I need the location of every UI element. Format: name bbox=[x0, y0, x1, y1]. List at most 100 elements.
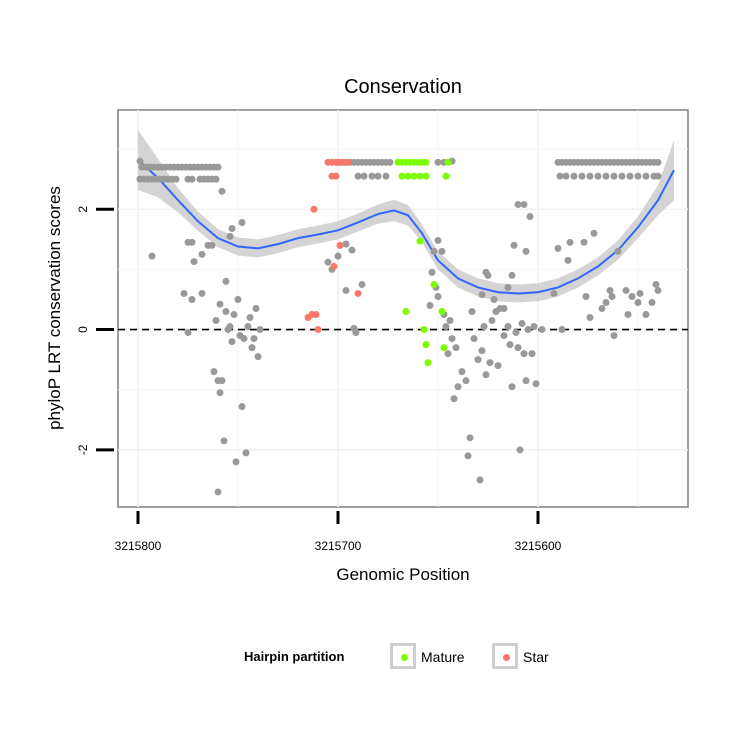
point-other bbox=[188, 238, 196, 246]
point-other bbox=[566, 238, 574, 246]
point-other bbox=[462, 377, 470, 385]
point-other bbox=[522, 377, 530, 385]
x-tick-label: 3215600 bbox=[515, 539, 562, 553]
point-mature bbox=[424, 359, 432, 367]
point-other bbox=[476, 476, 484, 484]
point-other bbox=[508, 271, 516, 279]
point-other bbox=[514, 344, 522, 352]
point-mature bbox=[430, 280, 438, 288]
point-other bbox=[238, 218, 246, 226]
point-other bbox=[382, 172, 390, 180]
point-other bbox=[654, 158, 662, 166]
smooth-line bbox=[137, 159, 675, 295]
point-other bbox=[226, 323, 234, 331]
legend-key-mature bbox=[390, 643, 416, 669]
point-other bbox=[466, 434, 474, 442]
point-other bbox=[148, 252, 156, 260]
point-other bbox=[634, 172, 642, 180]
point-mature bbox=[440, 344, 448, 352]
point-other bbox=[610, 172, 618, 180]
chart-title: Conservation bbox=[344, 76, 462, 98]
point-other bbox=[218, 377, 226, 385]
legend-label-star: Star bbox=[523, 649, 549, 665]
point-other bbox=[518, 320, 526, 328]
point-other bbox=[488, 317, 496, 325]
point-other bbox=[606, 286, 614, 294]
point-other bbox=[458, 368, 466, 376]
point-mature bbox=[398, 172, 406, 180]
y-tick-label: 0 bbox=[76, 326, 90, 333]
point-other bbox=[602, 298, 610, 306]
point-other bbox=[514, 200, 522, 208]
point-other bbox=[556, 172, 564, 180]
point-other bbox=[470, 335, 478, 343]
point-other bbox=[448, 335, 456, 343]
point-star bbox=[330, 262, 338, 270]
point-other bbox=[446, 317, 454, 325]
point-other bbox=[248, 344, 256, 352]
point-other bbox=[464, 452, 472, 460]
point-other bbox=[324, 258, 332, 266]
point-other bbox=[428, 268, 436, 276]
point-mature bbox=[420, 326, 428, 334]
point-other bbox=[216, 389, 224, 397]
point-other bbox=[374, 172, 382, 180]
point-other bbox=[486, 359, 494, 367]
point-other bbox=[474, 356, 482, 364]
point-other bbox=[136, 157, 144, 165]
point-other bbox=[642, 311, 650, 319]
point-other bbox=[622, 286, 630, 294]
point-other bbox=[220, 437, 228, 445]
point-other bbox=[214, 163, 222, 171]
point-other bbox=[254, 353, 262, 361]
point-other bbox=[550, 289, 558, 297]
point-other bbox=[240, 335, 248, 343]
point-other bbox=[252, 305, 260, 312]
point-star bbox=[332, 172, 340, 180]
point-other bbox=[212, 317, 220, 325]
point-other bbox=[520, 200, 528, 208]
point-star bbox=[312, 311, 320, 319]
point-other bbox=[218, 187, 226, 195]
point-mature bbox=[438, 308, 446, 316]
point-other bbox=[618, 172, 626, 180]
point-other bbox=[246, 314, 254, 322]
point-other bbox=[480, 323, 488, 331]
point-other bbox=[626, 172, 634, 180]
y-axis-ticks: -2 0 2 bbox=[76, 206, 114, 455]
point-other bbox=[500, 305, 508, 312]
point-other bbox=[438, 247, 446, 255]
point-other bbox=[454, 383, 462, 391]
point-other bbox=[598, 305, 606, 312]
point-other bbox=[232, 458, 240, 466]
point-other bbox=[222, 308, 230, 316]
point-other bbox=[580, 238, 588, 246]
point-other bbox=[508, 383, 516, 391]
point-other bbox=[434, 237, 442, 245]
point-other bbox=[478, 347, 486, 355]
point-mature bbox=[442, 172, 450, 180]
point-mature bbox=[402, 308, 410, 316]
point-other bbox=[230, 311, 238, 319]
legend: Hairpin partition Mature Star bbox=[0, 642, 750, 672]
y-tick-label: 2 bbox=[76, 206, 90, 213]
point-other bbox=[216, 300, 224, 308]
point-other bbox=[516, 446, 524, 454]
point-other bbox=[654, 172, 662, 180]
point-other bbox=[562, 172, 570, 180]
point-other bbox=[434, 158, 442, 166]
point-other bbox=[528, 350, 536, 358]
point-other bbox=[506, 341, 514, 349]
point-other bbox=[608, 292, 616, 300]
point-star bbox=[310, 205, 318, 213]
point-other bbox=[558, 326, 566, 334]
point-other bbox=[244, 323, 252, 331]
point-other bbox=[360, 172, 368, 180]
point-other bbox=[570, 172, 578, 180]
point-other bbox=[242, 449, 250, 457]
point-other bbox=[648, 298, 656, 306]
point-other bbox=[450, 395, 458, 403]
point-other bbox=[334, 252, 342, 260]
point-mature bbox=[422, 341, 430, 349]
point-other bbox=[188, 175, 196, 183]
